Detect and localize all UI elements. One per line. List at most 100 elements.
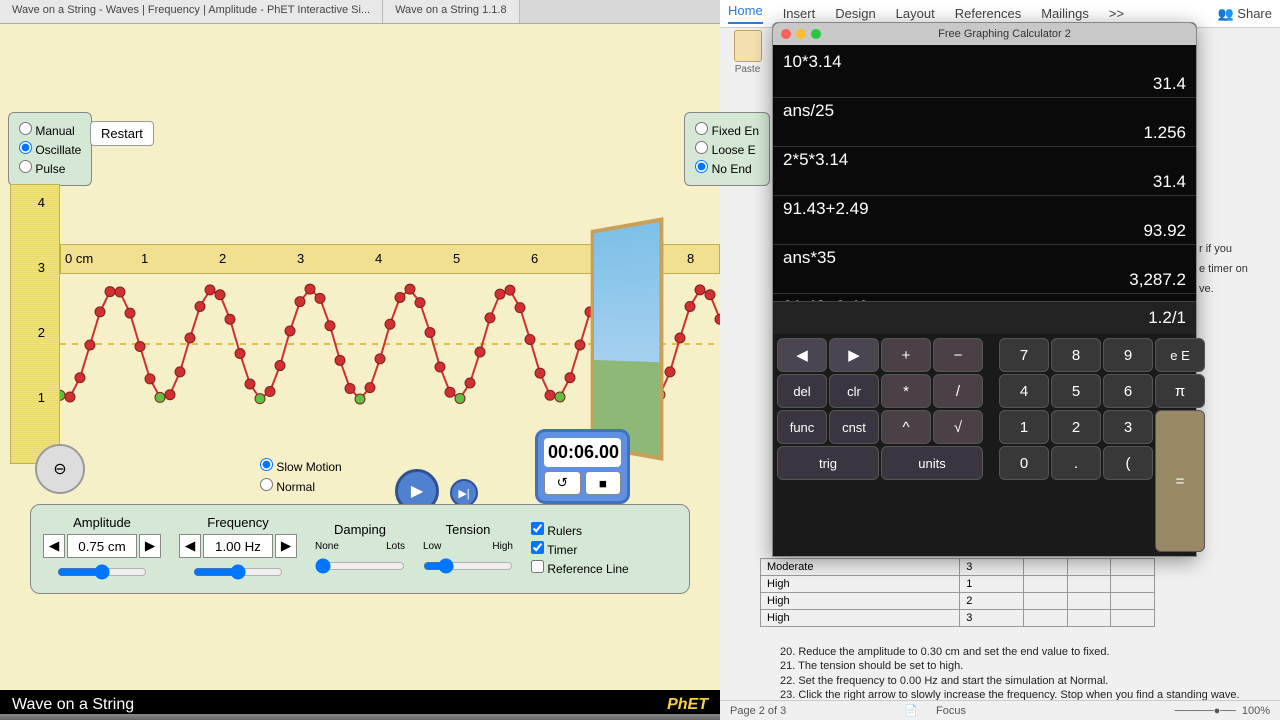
- phet-simulation: Manual Oscillate Pulse Restart Fixed En …: [0, 24, 720, 720]
- amplitude-increase-button[interactable]: ▶: [139, 534, 161, 558]
- zoom-control[interactable]: ─────●── 100%: [1175, 705, 1270, 717]
- tab-layout[interactable]: Layout: [896, 6, 935, 21]
- frequency-decrease-button[interactable]: ◀: [179, 534, 201, 558]
- key-right[interactable]: ▶: [829, 338, 879, 372]
- mode-pulse[interactable]: Pulse: [19, 160, 81, 176]
- speed-slow[interactable]: Slow Motion: [260, 458, 342, 474]
- step-button[interactable]: ▶|: [450, 479, 478, 507]
- frequency-slider[interactable]: [193, 564, 283, 580]
- key-equals[interactable]: =: [1155, 410, 1205, 552]
- key-sqrt[interactable]: √: [933, 410, 983, 444]
- share-button[interactable]: 👥 Share: [1217, 6, 1272, 22]
- calc-titlebar[interactable]: Free Graphing Calculator 2: [773, 23, 1196, 45]
- visibility-checks: Rulers Timer Reference Line: [531, 519, 629, 579]
- end-noend[interactable]: No End: [695, 160, 759, 176]
- tab-mailings[interactable]: Mailings: [1041, 6, 1089, 21]
- key-trig[interactable]: trig: [777, 446, 879, 480]
- timer-checkbox[interactable]: Timer: [531, 541, 629, 557]
- key-1[interactable]: 1: [999, 410, 1049, 444]
- speed-panel: Slow Motion Normal: [260, 454, 342, 498]
- amplitude-decrease-button[interactable]: ◀: [43, 534, 65, 558]
- focus-mode[interactable]: Focus: [936, 705, 966, 717]
- damping-slider[interactable]: [315, 558, 405, 574]
- end-fixed[interactable]: Fixed En: [695, 122, 759, 138]
- key-dot[interactable]: .: [1051, 446, 1101, 480]
- ytick: 2: [38, 325, 45, 340]
- frequency-label: Frequency: [179, 515, 297, 530]
- tab-home[interactable]: Home: [728, 3, 763, 24]
- minimize-icon[interactable]: [796, 29, 806, 39]
- tab-references[interactable]: References: [955, 6, 1021, 21]
- tension-hi: High: [492, 541, 513, 552]
- amplitude-label: Amplitude: [43, 515, 161, 530]
- key-minus[interactable]: −: [933, 338, 983, 372]
- key-mul[interactable]: *: [881, 374, 931, 408]
- tab-more[interactable]: >>: [1109, 6, 1124, 21]
- mode-manual[interactable]: Manual: [19, 122, 81, 138]
- key-6[interactable]: 6: [1103, 374, 1153, 408]
- xtick: 5: [453, 251, 460, 266]
- xtick: 4: [375, 251, 382, 266]
- tension-control: Tension LowHigh: [423, 522, 513, 577]
- frequency-input[interactable]: [203, 534, 273, 558]
- key-clr[interactable]: clr: [829, 374, 879, 408]
- paste-button[interactable]: Paste: [725, 30, 770, 80]
- amplitude-input[interactable]: [67, 534, 137, 558]
- key-5[interactable]: 5: [1051, 374, 1101, 408]
- phet-logo[interactable]: PhET: [667, 696, 708, 714]
- calc-input-line[interactable]: 1.2/1: [773, 301, 1196, 334]
- speed-normal[interactable]: Normal: [260, 478, 342, 494]
- window-graphic: [591, 217, 664, 461]
- damping-lo: None: [315, 541, 339, 552]
- key-lparen[interactable]: (: [1103, 446, 1153, 480]
- tab-insert[interactable]: Insert: [783, 6, 816, 21]
- amplitude-slider[interactable]: [57, 564, 147, 580]
- key-4[interactable]: 4: [999, 374, 1049, 408]
- key-cnst[interactable]: cnst: [829, 410, 879, 444]
- tab-design[interactable]: Design: [835, 6, 875, 21]
- xtick: 3: [297, 251, 304, 266]
- rulers-checkbox[interactable]: Rulers: [531, 522, 629, 538]
- key-plus[interactable]: +: [881, 338, 931, 372]
- key-eE[interactable]: e E: [1155, 338, 1205, 372]
- key-pow[interactable]: ^: [881, 410, 931, 444]
- key-units[interactable]: units: [881, 446, 983, 480]
- vertical-ruler[interactable]: 4 3 2 1: [10, 184, 60, 464]
- browser-tab-1[interactable]: Wave on a String - Waves | Frequency | A…: [0, 0, 383, 23]
- key-left[interactable]: ◀: [777, 338, 827, 372]
- end-loose[interactable]: Loose E: [695, 141, 759, 157]
- timer-widget[interactable]: 00:06.00 ↺ ■: [535, 429, 630, 504]
- calc-history[interactable]: 10*3.1431.4ans/251.2562*5*3.1431.491.43+…: [773, 45, 1196, 301]
- key-2[interactable]: 2: [1051, 410, 1101, 444]
- page-indicator[interactable]: Page 2 of 3: [730, 705, 786, 717]
- browser-tab-2[interactable]: Wave on a String 1.1.8: [383, 0, 520, 23]
- key-func[interactable]: func: [777, 410, 827, 444]
- mode-oscillate[interactable]: Oscillate: [19, 141, 81, 157]
- table-row: High2: [761, 593, 1155, 610]
- oscillator-crank[interactable]: ⊖: [35, 444, 85, 494]
- key-div[interactable]: /: [933, 374, 983, 408]
- maximize-icon[interactable]: [811, 29, 821, 39]
- timer-reset-button[interactable]: ↺: [544, 471, 581, 495]
- refline-checkbox[interactable]: Reference Line: [531, 560, 629, 576]
- close-icon[interactable]: [781, 29, 791, 39]
- table-row: High1: [761, 576, 1155, 593]
- key-pi[interactable]: π: [1155, 374, 1205, 408]
- restart-button[interactable]: Restart: [90, 121, 154, 146]
- key-7[interactable]: 7: [999, 338, 1049, 372]
- damping-label: Damping: [315, 522, 405, 537]
- xtick: 6: [531, 251, 538, 266]
- calculator-window: Free Graphing Calculator 2 10*3.1431.4an…: [772, 22, 1197, 557]
- key-8[interactable]: 8: [1051, 338, 1101, 372]
- tension-slider[interactable]: [423, 558, 513, 574]
- key-3[interactable]: 3: [1103, 410, 1153, 444]
- word-status-bar: Page 2 of 3 📄 Focus ─────●── 100%: [720, 700, 1280, 720]
- timer-stop-button[interactable]: ■: [585, 471, 622, 495]
- damping-hi: Lots: [386, 541, 405, 552]
- key-del[interactable]: del: [777, 374, 827, 408]
- doc-table: Moderate3 High1 High2 High3: [760, 558, 1155, 627]
- frequency-increase-button[interactable]: ▶: [275, 534, 297, 558]
- key-0[interactable]: 0: [999, 446, 1049, 480]
- key-9[interactable]: 9: [1103, 338, 1153, 372]
- xtick: 0: [65, 251, 72, 266]
